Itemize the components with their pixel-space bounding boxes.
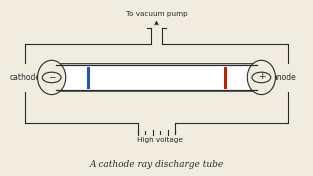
Text: High voltage: High voltage bbox=[137, 137, 182, 143]
Text: +: + bbox=[258, 72, 265, 81]
Text: A cathode ray discharge tube: A cathode ray discharge tube bbox=[90, 160, 223, 169]
Text: cathode: cathode bbox=[10, 73, 41, 82]
Text: −: − bbox=[48, 72, 55, 81]
Text: anode: anode bbox=[272, 73, 296, 82]
Circle shape bbox=[42, 72, 61, 83]
Text: To vacuum pump: To vacuum pump bbox=[126, 11, 187, 17]
Ellipse shape bbox=[38, 60, 66, 95]
Ellipse shape bbox=[247, 60, 275, 95]
FancyBboxPatch shape bbox=[54, 64, 259, 91]
Circle shape bbox=[252, 72, 271, 83]
